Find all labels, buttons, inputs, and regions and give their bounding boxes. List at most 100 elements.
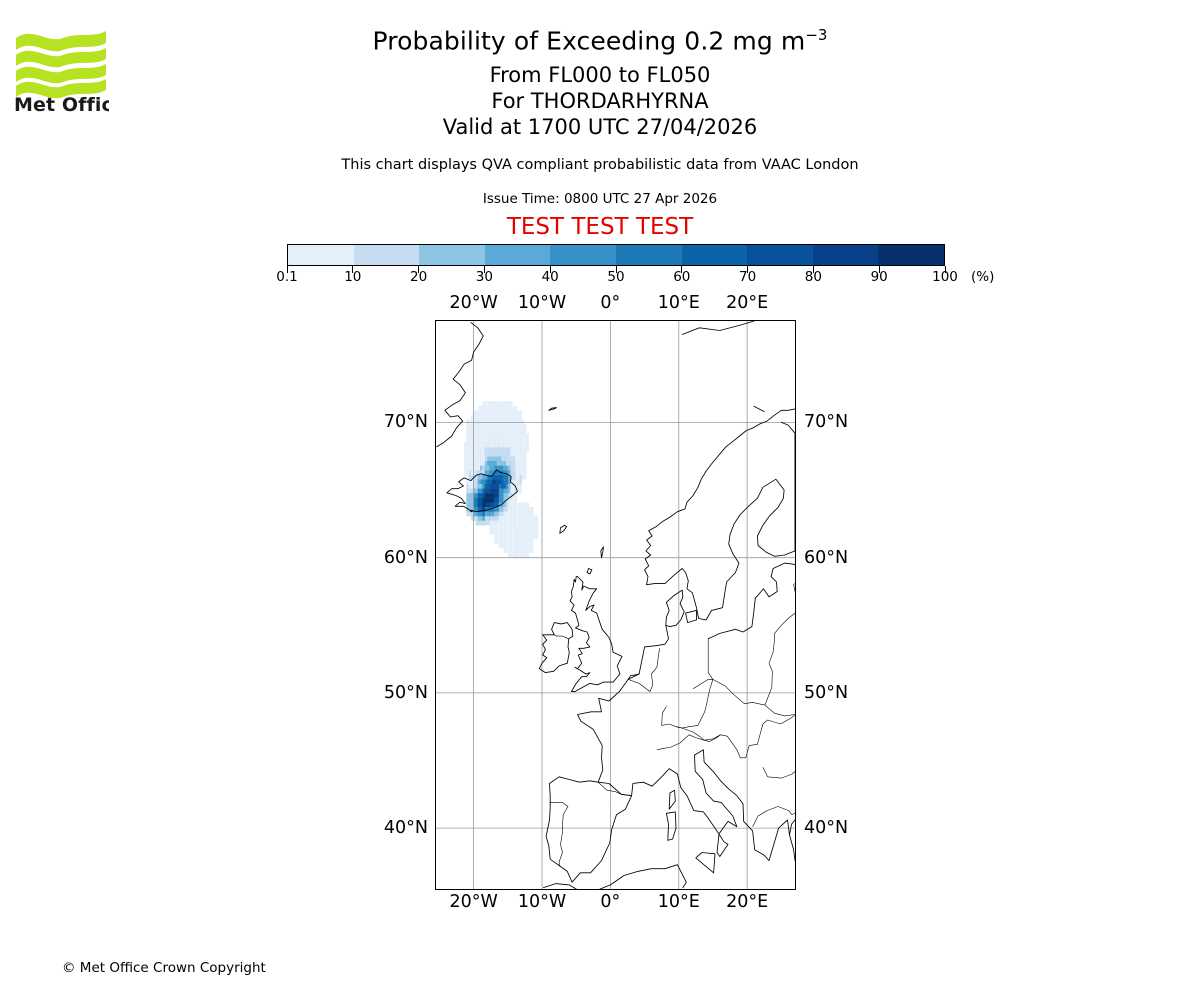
- plume-cell: [489, 461, 494, 466]
- plume-cell: [475, 419, 480, 425]
- plume-cell: [498, 529, 504, 535]
- colorbar-band-80-90: [812, 245, 879, 265]
- plume-cell: [487, 451, 492, 457]
- plume-cell: [482, 507, 487, 512]
- plume-cell: [491, 488, 497, 494]
- met-office-logo: Met Office: [13, 22, 109, 114]
- plume-cell: [468, 497, 474, 503]
- plume-cell: [489, 511, 494, 517]
- colorbar-tick-label-0.1: 0.1: [276, 269, 298, 285]
- plume-cell: [475, 493, 480, 498]
- plume-cell: [496, 438, 501, 443]
- plume-cell: [480, 465, 485, 471]
- plume-cell: [478, 442, 483, 448]
- plume-cell: [498, 543, 504, 549]
- plume-cell: [503, 410, 508, 415]
- plume-cell: [468, 456, 474, 461]
- plume-cell: [478, 488, 483, 494]
- plume-cell: [512, 410, 518, 415]
- coastline-ireland: [538, 622, 574, 674]
- plume-cell: [468, 451, 474, 457]
- colorbar-tick: [747, 266, 749, 273]
- colorbar-tick: [286, 266, 288, 273]
- flight-level-range: From FL000 to FL050: [489, 63, 711, 87]
- plume-cell: [510, 470, 515, 475]
- plume-cell: [478, 461, 483, 466]
- plume-cell: [498, 474, 504, 480]
- plume-cell: [491, 497, 497, 503]
- plume-cell: [498, 410, 504, 415]
- plume-cell: [482, 415, 487, 420]
- plume-cell: [519, 433, 525, 438]
- plume-cell: [494, 410, 499, 415]
- plume-cell: [475, 520, 480, 526]
- plume-cell: [517, 456, 522, 461]
- plume-cell: [510, 442, 515, 448]
- plume-cell: [496, 405, 501, 411]
- plume-cell: [484, 488, 490, 494]
- plume-cell: [512, 405, 518, 411]
- plume-cell: [466, 511, 471, 517]
- plume-cell: [473, 516, 478, 521]
- plume-cell: [522, 507, 527, 512]
- graticule-layer: [436, 321, 795, 889]
- plume-cell: [464, 456, 469, 461]
- plume-cell: [496, 465, 501, 471]
- plume-cell: [475, 479, 480, 484]
- plume-cell: [496, 507, 501, 512]
- plume-cell: [494, 507, 499, 512]
- plume-cell: [508, 488, 513, 494]
- plume-cell: [496, 497, 501, 503]
- plume-cell: [501, 438, 506, 443]
- plume-cell: [522, 516, 527, 521]
- plume-cell: [466, 488, 471, 494]
- plume-cell: [524, 507, 529, 512]
- plume-cell: [522, 543, 527, 549]
- plume-cell: [496, 433, 501, 438]
- plume-cell: [475, 470, 480, 475]
- plume-cell: [475, 438, 480, 443]
- plume-cell: [473, 493, 478, 498]
- plume-cell: [489, 428, 494, 434]
- plume-cell: [508, 405, 513, 411]
- plume-cell: [466, 419, 471, 425]
- plume-cell: [491, 516, 497, 521]
- plume-cell: [498, 488, 504, 494]
- colorbar-band-40-50: [550, 245, 616, 265]
- plume-cell: [487, 456, 492, 461]
- plume-cell: [496, 442, 501, 448]
- lon-tick-label--10: 10°W: [517, 293, 567, 313]
- plume-cell: [503, 433, 508, 438]
- plume-cell: [478, 465, 483, 471]
- plume-cell: [524, 438, 529, 443]
- plume-cell: [517, 539, 522, 544]
- plume-cell: [484, 497, 490, 503]
- plume-cell: [484, 447, 490, 452]
- plume-cell: [478, 511, 483, 517]
- plume-cell: [517, 461, 522, 466]
- map-plot-box[interactable]: [435, 320, 796, 890]
- plume-cell: [498, 419, 504, 425]
- lon-tick-label-10: 10°E: [657, 892, 700, 912]
- colorbar-band-10-20: [353, 245, 420, 265]
- plume-cell: [508, 461, 513, 466]
- plume-cell: [491, 502, 497, 507]
- plume-cell: [489, 520, 494, 526]
- plume-cell: [496, 516, 501, 521]
- plume-cell: [510, 488, 515, 494]
- plume-cell: [501, 479, 506, 484]
- plume-cell: [480, 433, 485, 438]
- colorbar-tick: [812, 266, 814, 273]
- plume-cell: [510, 461, 515, 466]
- plume-cell: [494, 520, 499, 526]
- plume-cell: [515, 424, 520, 429]
- plume-cell: [512, 465, 518, 471]
- plume-cell: [468, 470, 474, 475]
- border-ro_bg: [762, 767, 795, 779]
- plume-cell: [501, 410, 506, 415]
- plume-cell: [510, 456, 515, 461]
- border-fr_es: [597, 781, 632, 796]
- plume-cell: [515, 438, 520, 443]
- plume-cell: [505, 424, 511, 429]
- plume-cell: [508, 539, 513, 544]
